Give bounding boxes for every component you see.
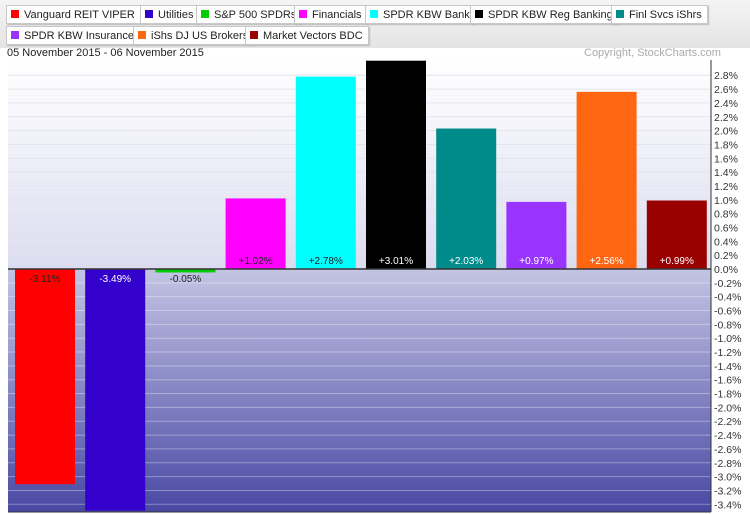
y-tick-label: -2.0% <box>714 402 741 414</box>
y-tick-label: -1.6% <box>714 375 741 387</box>
y-tick-label: 1.0% <box>714 195 738 207</box>
y-tick-label: 1.2% <box>714 181 738 193</box>
data-label: +2.56% <box>589 256 623 267</box>
legend-swatch <box>11 31 19 39</box>
data-label: -0.05% <box>170 274 202 285</box>
bar <box>576 91 637 270</box>
y-tick-label: 2.6% <box>714 84 738 96</box>
legend-label: SPDR KBW Bank <box>383 9 470 21</box>
bar <box>155 269 216 273</box>
legend-swatch <box>475 10 483 18</box>
legend-label: SPDR KBW Insurance <box>24 30 135 42</box>
data-label: +0.97% <box>519 256 553 267</box>
legend-item[interactable]: Financials <box>294 5 368 24</box>
legend-label: iShs DJ US Brokers <box>151 30 249 42</box>
bar <box>436 128 497 269</box>
legend-item[interactable]: Utilities <box>140 5 200 24</box>
legend-label: Market Vectors BDC <box>263 30 363 42</box>
y-tick-label: -1.2% <box>714 347 741 359</box>
y-tick-label: -3.4% <box>714 499 741 511</box>
legend-item[interactable]: Vanguard REIT VIPER <box>6 5 141 24</box>
y-tick-label: -1.0% <box>714 333 741 345</box>
bar <box>295 76 356 270</box>
legend-item[interactable]: iShs DJ US Brokers <box>133 26 255 45</box>
y-tick-label: -3.0% <box>714 472 741 484</box>
legend-swatch <box>616 10 624 18</box>
y-tick-label: -2.8% <box>714 458 741 470</box>
legend-item[interactable]: S&P 500 SPDRs <box>196 5 303 24</box>
legend-swatch <box>250 31 258 39</box>
data-label: +2.78% <box>309 256 343 267</box>
y-tick-label: 2.4% <box>714 98 738 110</box>
data-label: +1.02% <box>238 256 272 267</box>
legend-swatch <box>201 10 209 18</box>
legend-swatch <box>370 10 378 18</box>
copyright: Copyright, StockCharts.com <box>584 47 721 59</box>
date-range: 05 November 2015 - 06 November 2015 <box>7 47 204 59</box>
y-tick-label: 0.8% <box>714 209 738 221</box>
y-tick-label: -0.2% <box>714 278 741 290</box>
legend-item[interactable]: SPDR KBW Bank <box>365 5 476 24</box>
y-tick-label: -3.2% <box>714 485 741 497</box>
y-tick-label: -2.6% <box>714 444 741 456</box>
y-tick-label: 0.6% <box>714 222 738 234</box>
data-label: +3.01% <box>379 256 413 267</box>
y-tick-label: 2.2% <box>714 112 738 124</box>
y-tick-label: -2.2% <box>714 416 741 428</box>
legend-swatch <box>299 10 307 18</box>
legend-label: Vanguard REIT VIPER <box>24 9 135 21</box>
legend-label: Utilities <box>158 9 194 21</box>
bar <box>225 198 286 269</box>
y-tick-label: -2.4% <box>714 430 741 442</box>
y-tick-label: -0.8% <box>714 319 741 331</box>
legend-label: Financials <box>312 9 362 21</box>
y-tick-label: 0.4% <box>714 236 738 248</box>
legend-item[interactable]: SPDR KBW Reg Banking <box>470 5 619 24</box>
y-tick-label: 0.2% <box>714 250 738 262</box>
bar <box>85 269 146 511</box>
bar <box>15 269 75 485</box>
legend-item[interactable]: Finl Svcs iShrs <box>611 5 708 24</box>
y-tick-label: 2.8% <box>714 70 738 82</box>
legend: Vanguard REIT VIPER Utilities S&P 500 SPDR… <box>0 0 750 48</box>
y-tick-label: -0.6% <box>714 306 741 318</box>
legend-item[interactable]: SPDR KBW Insurance <box>6 26 141 45</box>
y-tick-label: 1.6% <box>714 153 738 165</box>
y-tick-label: 1.8% <box>714 139 738 151</box>
y-tick-label: 1.4% <box>714 167 738 179</box>
legend-label: SPDR KBW Reg Banking <box>488 9 613 21</box>
y-tick-label: -1.4% <box>714 361 741 373</box>
y-tick-label: 0.0% <box>714 264 738 276</box>
y-tick-label: 2.0% <box>714 126 738 138</box>
bar <box>366 60 426 269</box>
legend-item[interactable]: Market Vectors BDC <box>245 26 369 45</box>
legend-swatch <box>145 10 153 18</box>
data-label: +0.99% <box>660 256 694 267</box>
legend-swatch <box>138 31 146 39</box>
legend-label: Finl Svcs iShrs <box>629 9 702 21</box>
y-tick-label: -0.4% <box>714 292 741 304</box>
data-label: +2.03% <box>449 256 483 267</box>
legend-label: S&P 500 SPDRs <box>214 9 297 21</box>
legend-swatch <box>11 10 19 18</box>
data-label: -3.49% <box>99 274 131 285</box>
bar <box>506 201 567 269</box>
data-label: -3.11% <box>30 274 61 285</box>
bar <box>646 200 707 269</box>
y-tick-label: -1.8% <box>714 389 741 401</box>
